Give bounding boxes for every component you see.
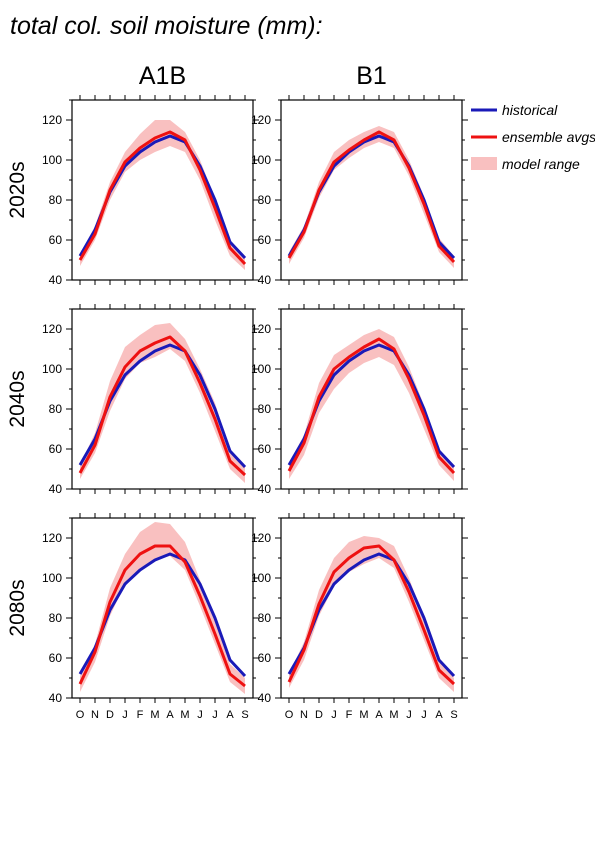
legend-item-ensemble-avgs: ensemble avgs — [471, 129, 595, 145]
ensemble-avg-line — [78, 544, 246, 688]
column-header-b1: B1 — [356, 62, 387, 90]
y-tick-label: 60 — [258, 651, 272, 665]
x-tick-label: J — [122, 709, 128, 721]
ensemble-avg-line — [78, 335, 247, 477]
x-tick-label: F — [137, 709, 144, 721]
panel-b1-2040s: 40 60 80 100 120 — [251, 304, 468, 496]
legend-label: ensemble avgs — [502, 129, 595, 145]
x-tick-label: A — [435, 709, 443, 721]
y-tick-label: 100 — [42, 153, 62, 167]
legend-item-historical: historical — [471, 102, 558, 118]
x-tick-label: O — [285, 709, 294, 721]
x-tick-label: D — [315, 709, 323, 721]
panel-a1b-2040s: 40 60 80 100 120 — [42, 304, 259, 496]
x-tick-label: F — [346, 709, 353, 721]
y-tick-label: 100 — [251, 571, 271, 585]
x-tick-label: O — [76, 709, 85, 721]
y-tick-label: 60 — [258, 442, 272, 456]
x-tick-label: D — [106, 709, 114, 721]
y-tick-label: 60 — [258, 233, 272, 247]
row-label-2020s: 2020s — [6, 161, 29, 218]
panel-frame — [280, 517, 463, 699]
legend-swatch-band — [471, 157, 497, 170]
y-tick-label: 120 — [42, 322, 62, 336]
model-range-band — [289, 536, 454, 692]
panel-frame — [71, 517, 254, 699]
ensemble-avg-line — [287, 544, 456, 686]
y-tick-label: 80 — [258, 611, 272, 625]
ensemble-avg-line — [287, 337, 456, 475]
y-tick-label: 40 — [49, 691, 63, 705]
x-tick-label: S — [450, 709, 457, 721]
y-tick-label: 60 — [49, 233, 63, 247]
x-tick-label: A — [226, 709, 234, 721]
y-tick-label: 120 — [42, 531, 62, 545]
x-tick-label: J — [331, 709, 337, 721]
y-tick-label: 80 — [258, 402, 272, 416]
x-tick-label: N — [91, 709, 99, 721]
y-tick-label: 40 — [49, 273, 63, 287]
x-tick-label: M — [389, 709, 398, 721]
x-tick-label: A — [375, 709, 383, 721]
y-tick-label: 40 — [258, 482, 272, 496]
ensemble-avg-line — [78, 130, 247, 266]
y-tick-label: 100 — [251, 153, 271, 167]
x-tick-label: M — [359, 709, 368, 721]
model-range-band — [80, 522, 245, 694]
model-range-band — [289, 126, 454, 268]
panel-frame — [280, 308, 463, 490]
y-tick-label: 60 — [49, 651, 63, 665]
row-label-2080s: 2080s — [6, 579, 29, 636]
panel-frame — [280, 99, 463, 281]
legend: historical ensemble avgs model range — [471, 102, 595, 172]
y-tick-label: 40 — [258, 691, 272, 705]
historical-line — [78, 134, 247, 260]
column-header-a1b: A1B — [139, 62, 186, 90]
y-tick-label: 120 — [251, 322, 271, 336]
x-tick-label: J — [421, 709, 427, 721]
model-range-band — [80, 120, 245, 270]
y-tick-label: 80 — [49, 611, 63, 625]
model-range-band — [289, 329, 454, 481]
x-tick-label: A — [166, 709, 174, 721]
legend-item-model-range: model range — [471, 156, 580, 172]
row-label-2040s: 2040s — [6, 370, 29, 427]
legend-label: model range — [502, 156, 580, 172]
legend-label: historical — [502, 102, 558, 118]
y-tick-label: 80 — [258, 193, 272, 207]
y-tick-label: 120 — [42, 113, 62, 127]
y-tick-label: 100 — [42, 571, 62, 585]
panels-group: A1B B1 2020s 2040s 2080s 40 60 80 100 120 40 60 80 10… — [6, 62, 468, 721]
x-tick-label: M — [180, 709, 189, 721]
y-tick-label: 100 — [42, 362, 62, 376]
x-tick-label: J — [212, 709, 218, 721]
y-tick-label: 80 — [49, 193, 63, 207]
x-tick-label: J — [406, 709, 412, 721]
panel-frame — [71, 308, 254, 490]
historical-line — [287, 134, 456, 260]
y-tick-label: 120 — [251, 531, 271, 545]
y-tick-label: 100 — [251, 362, 271, 376]
panel-a1b-2020s: 40 60 80 100 120 — [42, 95, 259, 287]
panel-b1-2020s: 40 60 80 100 120 — [251, 95, 468, 287]
model-range-band — [80, 323, 245, 483]
y-tick-label: 60 — [49, 442, 63, 456]
x-tick-label: S — [241, 709, 248, 721]
x-tick-label: J — [197, 709, 203, 721]
ensemble-avg-line — [287, 130, 456, 264]
y-tick-label: 40 — [258, 273, 272, 287]
y-tick-label: 80 — [49, 402, 63, 416]
y-tick-label: 120 — [251, 113, 271, 127]
historical-line — [78, 552, 247, 678]
x-tick-label: M — [150, 709, 159, 721]
page-title: total col. soil moisture (mm): — [10, 12, 323, 40]
x-tick-label: N — [300, 709, 308, 721]
y-tick-label: 40 — [49, 482, 63, 496]
panel-frame — [71, 99, 254, 281]
